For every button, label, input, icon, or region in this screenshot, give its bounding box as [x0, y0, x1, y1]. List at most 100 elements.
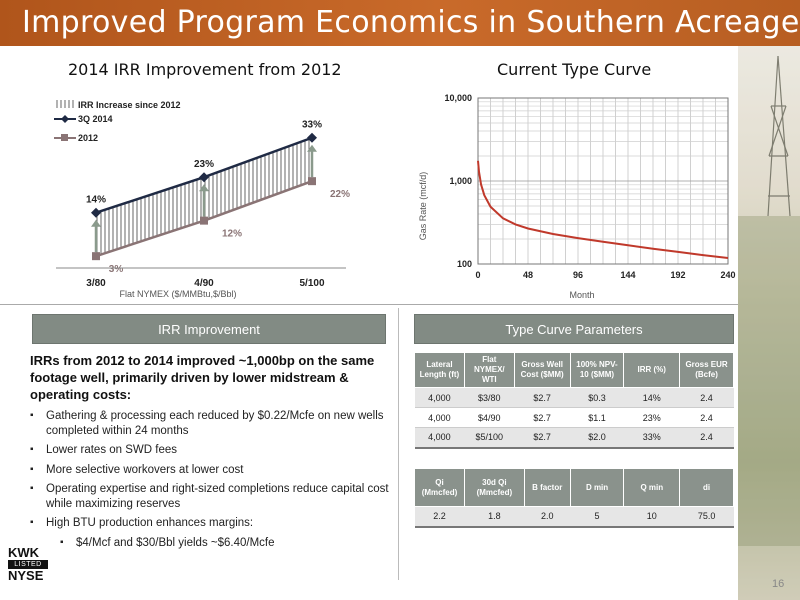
column-header: Gross Well Cost ($MM): [513, 352, 571, 388]
column-header: Lateral Length (ft): [414, 352, 465, 388]
arrow-head-icon: [199, 184, 209, 192]
x-tick-label: 4/90: [194, 278, 214, 289]
table-cell: 4,000: [414, 407, 465, 428]
column-header: 100% NPV-10 ($MM): [569, 352, 625, 388]
oil-rig-photo: [738, 46, 800, 600]
square-icon: [61, 134, 68, 141]
data-point-2012: [308, 177, 316, 186]
table-cell: 4,000: [414, 387, 465, 408]
nyse-listed-logo: KWK LISTED NYSE: [8, 546, 48, 582]
irr-plot-area: 14% 3%3/80 23% 12% 4/90 33% 22% 5/100: [86, 120, 350, 289]
arrow-head-icon: [91, 219, 101, 227]
column-header: di: [679, 468, 734, 507]
table-cell: 1.8: [464, 506, 525, 528]
bullet-item: High BTU production enhances margins:: [30, 516, 390, 531]
plot-frame: [477, 97, 729, 265]
irr-chart-heading: 2014 IRR Improvement from 2012: [68, 60, 342, 79]
type-curve-chart: 100 1,000 10,000 0 48 96 144 192 240 Gas Rate (m…: [418, 93, 736, 300]
x-tick-label: 0: [475, 270, 480, 280]
table-cell: $2.7: [514, 387, 571, 408]
x-tick-label: 3/80: [86, 278, 106, 289]
x-tick-label: 96: [573, 270, 583, 280]
table-cell: 14%: [623, 387, 680, 408]
table-cell: $3/80: [464, 387, 515, 408]
bullet-item: Operating expertise and right-sized comp…: [30, 482, 390, 511]
table-header-row: Qi (Mmcfed) 30d Qi (Mmcfed) B factor D m…: [414, 468, 734, 507]
y-tick-label: 100: [457, 259, 472, 269]
bullet-item: Gathering & processing each reduced by $…: [30, 409, 390, 438]
column-header: B factor: [523, 468, 571, 507]
data-point-2012: [200, 216, 208, 225]
legend-label: 3Q 2014: [78, 114, 113, 124]
legend: IRR Increase since 2012 3Q 2014 2012: [54, 100, 181, 143]
axes: 100 1,000 10,000 0 48 96 144 192 240: [444, 93, 735, 280]
sub-bullet-item: $4/Mcf and $30/Bbl yields ~$6.40/Mcfe: [30, 536, 390, 551]
table-cell: $5/100: [464, 427, 515, 449]
diamond-icon: [61, 115, 69, 123]
x-tick-label: 5/100: [299, 278, 324, 289]
table-row: 4,000 $5/100 $2.7 $2.0 33% 2.4: [414, 427, 734, 449]
table-cell: 33%: [623, 427, 680, 449]
type-curve-heading: Current Type Curve: [497, 60, 652, 79]
column-divider: [398, 308, 399, 580]
table-cell: 2.4: [679, 427, 734, 449]
table-cell: 2.2: [414, 506, 465, 528]
column-header: D min: [569, 468, 625, 507]
derrick-silhouette: [738, 55, 800, 546]
table-cell: $4/90: [464, 407, 515, 428]
table-cell: $2.7: [514, 407, 571, 428]
bullet-item: Lower rates on SWD fees: [30, 443, 390, 458]
table-cell: $2.7: [514, 427, 571, 449]
legend-swatch-band: [56, 100, 76, 108]
page-number: 16: [772, 578, 785, 590]
data-label-2012: 22%: [330, 189, 350, 200]
column-header: Qi (Mmcfed): [414, 468, 465, 507]
table-cell: 2.4: [679, 387, 734, 408]
column-header: 30d Qi (Mmcfed): [463, 468, 525, 507]
y-axis-label: Gas Rate (mcf/d): [418, 172, 428, 241]
table-cell: 5: [570, 506, 624, 528]
x-axis-label: Month: [569, 290, 594, 300]
irr-improvement-text: IRRs from 2012 to 2014 improved ~1,000bp…: [30, 352, 390, 555]
table-cell: $1.1: [570, 407, 624, 428]
data-point-3q2014: [307, 132, 317, 143]
arrow-head-icon: [307, 144, 317, 152]
irr-improvement-header: IRR Improvement: [32, 314, 386, 344]
table-cell: 23%: [623, 407, 680, 428]
logo-exchange: NYSE: [8, 568, 44, 583]
slide-title: Improved Program Economics in Southern A…: [22, 5, 800, 40]
decline-parameters-table: Qi (Mmcfed) 30d Qi (Mmcfed) B factor D m…: [414, 468, 734, 528]
y-tick-label: 10,000: [444, 93, 472, 103]
data-label-2012: 3%: [109, 264, 124, 275]
table-cell: 2.4: [679, 407, 734, 428]
x-tick-label: 192: [670, 270, 685, 280]
table-row: 4,000 $4/90 $2.7 $1.1 23% 2.4: [414, 407, 734, 428]
table-row: 2.2 1.8 2.0 5 10 75.0: [414, 506, 734, 528]
column-header: Flat NYMEX/ WTI: [463, 352, 515, 388]
data-point-2012: [92, 252, 100, 261]
table-cell: 4,000: [414, 427, 465, 449]
logo-listed-band: LISTED: [8, 560, 48, 569]
table-cell: 2.0: [524, 506, 571, 528]
table-cell: $2.0: [570, 427, 624, 449]
data-label-2012: 12%: [222, 229, 242, 240]
table-cell: 10: [623, 506, 680, 528]
x-tick-label: 48: [523, 270, 533, 280]
type-curve-params-header: Type Curve Parameters: [414, 314, 734, 344]
section-divider: [0, 304, 738, 305]
data-point-3q2014: [91, 207, 101, 218]
legend-label: 2012: [78, 133, 98, 143]
grid: [477, 97, 729, 265]
data-label-3q2014: 14%: [86, 195, 106, 206]
type-curve-series: [477, 160, 729, 259]
x-axis-label: Flat NYMEX ($/MMBtu,$/Bbl): [119, 289, 236, 299]
table-header-row: Lateral Length (ft) Flat NYMEX/ WTI Gros…: [414, 352, 734, 388]
data-label-3q2014: 23%: [194, 159, 214, 170]
data-point-3q2014: [199, 172, 209, 183]
y-tick-label: 1,000: [449, 176, 472, 186]
table-cell: 75.0: [679, 506, 734, 528]
economics-table: Lateral Length (ft) Flat NYMEX/ WTI Gros…: [414, 352, 734, 449]
bullet-item: More selective workovers at lower cost: [30, 463, 390, 478]
title-bar: Improved Program Economics in Southern A…: [0, 0, 800, 46]
column-header: Gross EUR (Bcfe): [679, 352, 734, 388]
